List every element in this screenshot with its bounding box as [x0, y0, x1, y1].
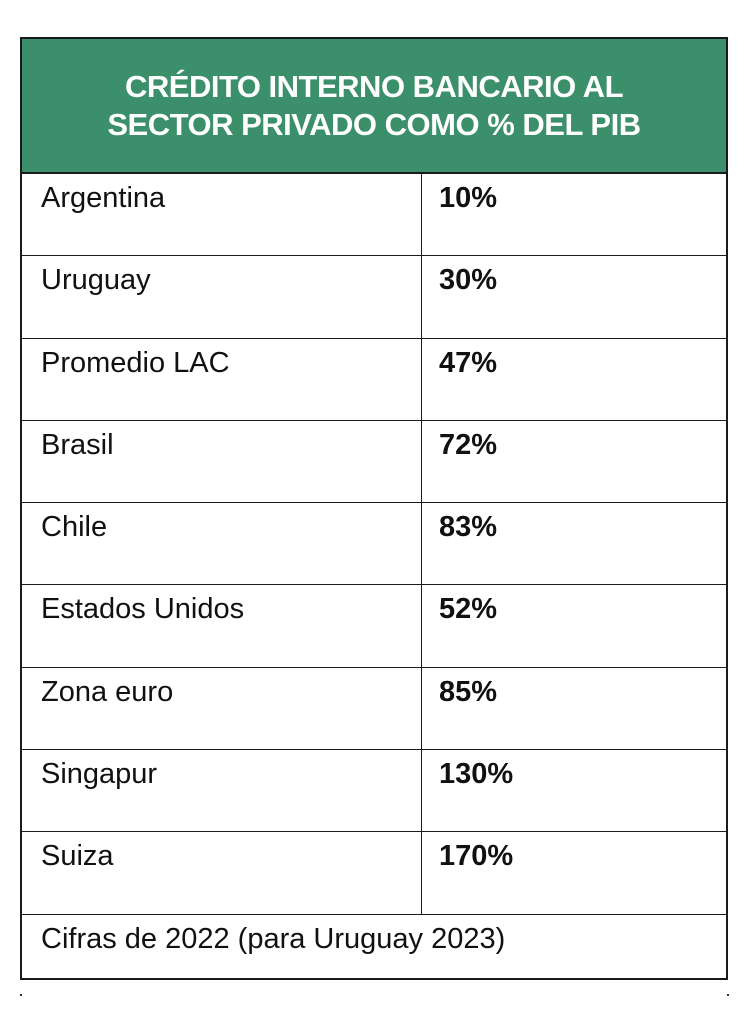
table-header: CRÉDITO INTERNO BANCARIO AL SECTOR PRIVA…	[22, 39, 726, 174]
value-cell: 130%	[439, 758, 514, 791]
table-row: Brasil 72%	[22, 420, 726, 504]
country-cell: Brasil	[22, 420, 422, 503]
value-cell: 170%	[439, 840, 514, 873]
country-cell: Suiza	[22, 832, 422, 914]
country-cell: Promedio LAC	[22, 338, 422, 420]
table-row: Uruguay 30%	[22, 256, 726, 339]
table-row: Zona euro 85%	[22, 667, 726, 751]
table-row: Promedio LAC 47%	[22, 338, 726, 421]
country-cell: Argentina	[22, 174, 422, 256]
value-cell: 52%	[439, 593, 498, 626]
credit-table: CRÉDITO INTERNO BANCARIO AL SECTOR PRIVA…	[20, 37, 728, 980]
country-cell: Zona euro	[22, 667, 422, 750]
table-title-line2: SECTOR PRIVADO COMO % DEL PIB	[107, 106, 641, 142]
corner-dot	[727, 994, 729, 996]
country-cell: Singapur	[22, 750, 422, 832]
table-row: Argentina 10%	[22, 174, 726, 257]
value-cell: 85%	[439, 675, 498, 708]
value-cell: 47%	[439, 346, 498, 379]
country-cell: Estados Unidos	[22, 585, 422, 667]
value-cell: 83%	[439, 511, 498, 544]
value-cell: 72%	[439, 428, 498, 461]
table-row: Estados Unidos 52%	[22, 585, 726, 668]
value-cell: 10%	[439, 182, 498, 214]
corner-dot	[20, 994, 22, 996]
country-cell: Chile	[22, 503, 422, 585]
country-cell: Uruguay	[22, 256, 422, 338]
table-row: Suiza 170%	[22, 832, 726, 915]
table-row: Chile 83%	[22, 503, 726, 586]
table-row: Singapur 130%	[22, 750, 726, 833]
table-title-line1: CRÉDITO INTERNO BANCARIO AL	[125, 68, 624, 104]
value-cell: 30%	[439, 264, 498, 297]
table-footnote: Cifras de 2022 (para Uruguay 2023)	[41, 922, 506, 955]
